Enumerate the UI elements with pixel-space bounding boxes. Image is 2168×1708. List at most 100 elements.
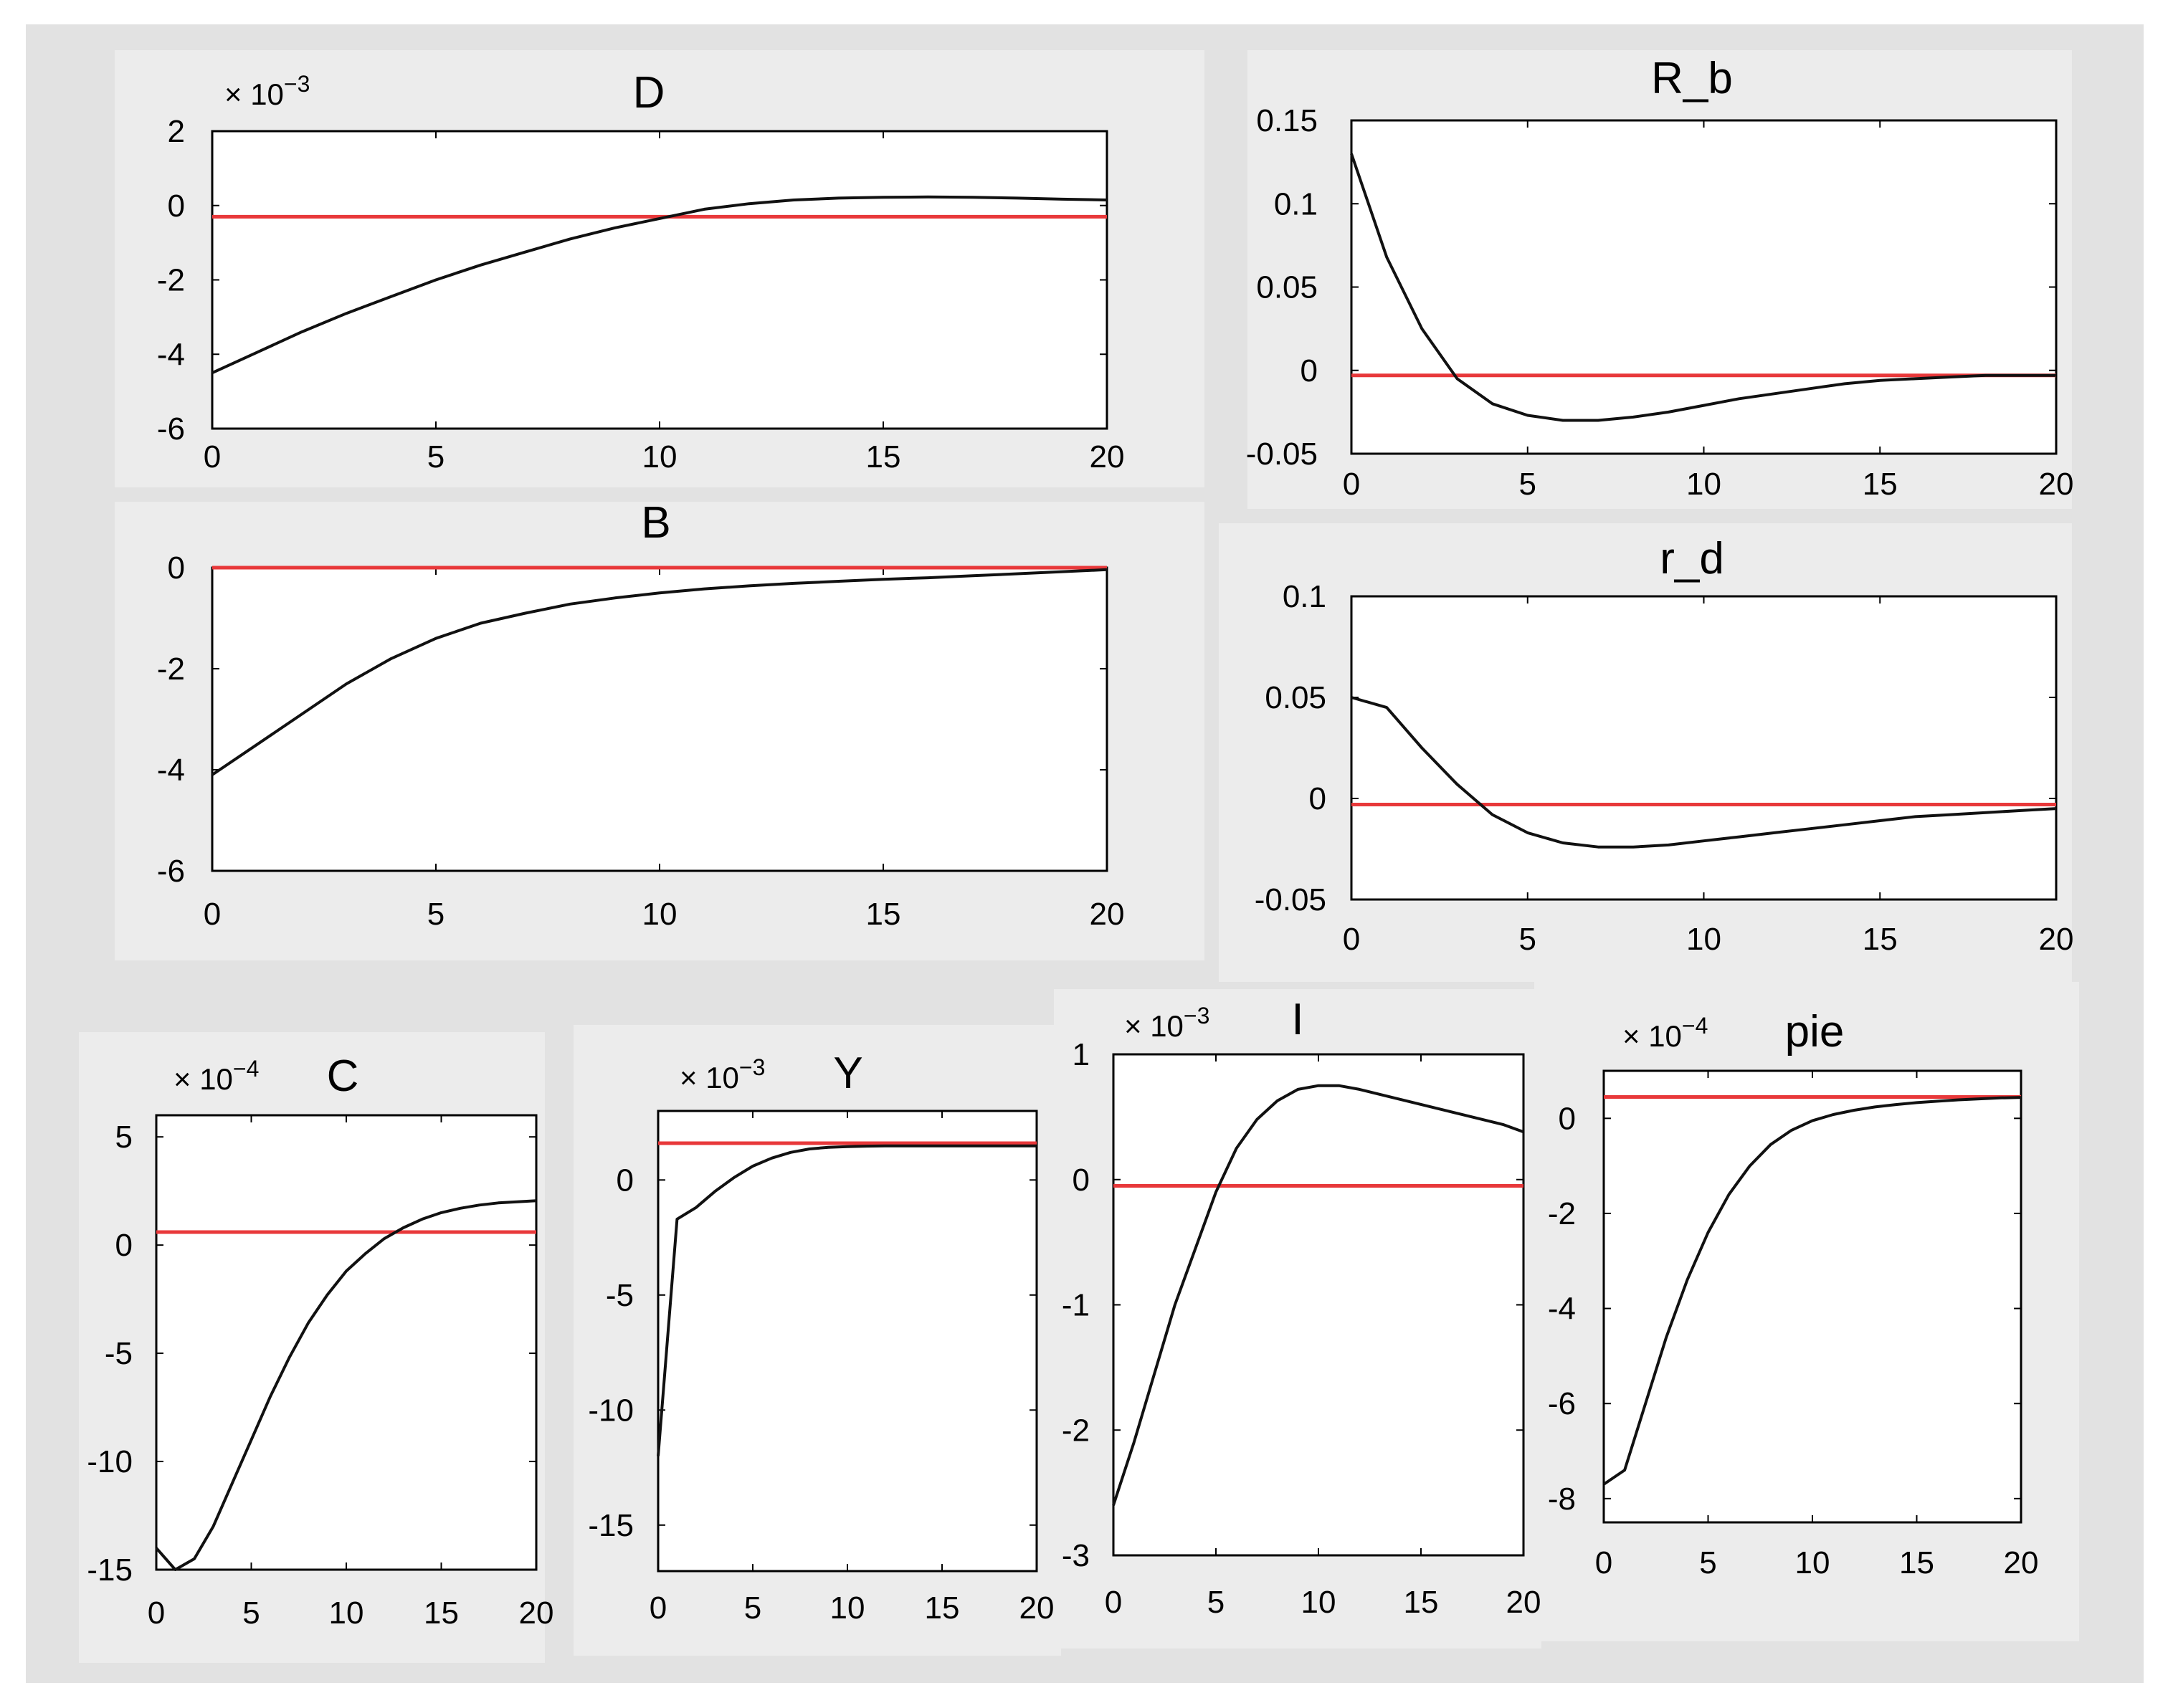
x-tick-label: 20 — [519, 1595, 554, 1631]
y-tick-label: -10 — [87, 1444, 133, 1479]
y-tick-label: 1 — [1073, 1037, 1090, 1072]
y-tick-label: -10 — [588, 1393, 634, 1428]
response-line-D — [211, 195, 1108, 375]
y-tick-label: -1 — [1062, 1288, 1090, 1323]
response-line-r_d — [1351, 696, 2057, 849]
x-tick-label: 15 — [1404, 1585, 1439, 1620]
plot-area-Y — [657, 1110, 1038, 1573]
x-tick-label: 5 — [1519, 922, 1536, 957]
response-line-R_b — [1350, 153, 2056, 422]
axis-multiplier: × 10−4 — [1622, 1013, 1708, 1053]
x-tick-label: 0 — [1105, 1585, 1122, 1620]
x-tick-label: 10 — [642, 897, 678, 932]
panel-title: I — [1291, 995, 1303, 1044]
y-tick-label: 0.1 — [1283, 579, 1326, 614]
x-tick-label: 20 — [1506, 1585, 1541, 1620]
panel-title: Y — [833, 1049, 862, 1098]
y-tick-label: -8 — [1548, 1482, 1576, 1517]
x-tick-label: 20 — [1090, 439, 1125, 474]
x-tick-label: 0 — [204, 897, 221, 932]
y-tick-label: -6 — [157, 411, 185, 447]
x-tick-label: 10 — [1795, 1545, 1830, 1580]
axis-multiplier: × 10−3 — [1124, 1003, 1209, 1043]
x-tick-label: 10 — [329, 1595, 364, 1631]
y-tick-label: -6 — [1548, 1386, 1576, 1421]
panel-title: pie — [1785, 1007, 1845, 1056]
y-tick-label: 0 — [1301, 353, 1318, 388]
plot-area-B — [211, 566, 1108, 872]
y-tick-label: 0 — [1309, 781, 1326, 816]
plot-area-r_d — [1350, 595, 2058, 901]
axis-multiplier: × 10−3 — [224, 71, 310, 111]
x-tick-label: 20 — [2039, 922, 2074, 957]
y-tick-label: -5 — [606, 1278, 634, 1313]
x-tick-label: 20 — [2004, 1545, 2039, 1580]
y-tick-label: 0 — [1559, 1101, 1576, 1136]
x-tick-label: 15 — [925, 1590, 960, 1626]
y-tick-label: 0 — [168, 189, 185, 224]
x-tick-label: 0 — [148, 1595, 165, 1631]
response-line-Y — [657, 1144, 1037, 1456]
y-tick-label: -4 — [157, 337, 185, 372]
response-line-B — [211, 568, 1108, 776]
y-tick-label: -0.05 — [1255, 882, 1326, 917]
response-line-I — [1112, 1084, 1524, 1506]
y-tick-label: -2 — [1062, 1413, 1090, 1448]
y-tick-label: 0 — [168, 550, 185, 586]
x-tick-label: 15 — [1863, 467, 1898, 502]
y-tick-label: 0.05 — [1265, 680, 1326, 715]
x-tick-label: 5 — [1699, 1545, 1716, 1580]
y-tick-label: 0 — [115, 1228, 133, 1263]
panel-title: R_b — [1651, 54, 1733, 103]
y-tick-label: -15 — [588, 1508, 634, 1543]
x-tick-label: 15 — [424, 1595, 459, 1631]
x-tick-label: 20 — [1019, 1590, 1055, 1626]
x-tick-label: 0 — [650, 1590, 667, 1626]
x-tick-label: 5 — [1207, 1585, 1225, 1620]
x-tick-label: 0 — [1595, 1545, 1612, 1580]
response-line-C — [155, 1199, 537, 1571]
x-tick-label: 20 — [1090, 897, 1125, 932]
y-tick-label: -2 — [157, 263, 185, 298]
y-tick-label: 0 — [1073, 1163, 1090, 1198]
y-tick-label: -2 — [157, 652, 185, 687]
y-tick-label: -2 — [1548, 1196, 1576, 1231]
y-tick-label: 2 — [168, 114, 185, 149]
axis-multiplier: × 10−3 — [680, 1054, 765, 1094]
y-tick-label: 0.15 — [1256, 103, 1318, 138]
x-tick-label: 10 — [1301, 1585, 1336, 1620]
y-tick-label: -4 — [1548, 1292, 1576, 1327]
y-tick-label: 0 — [617, 1163, 634, 1198]
x-tick-label: 15 — [866, 897, 901, 932]
x-tick-label: 10 — [830, 1590, 865, 1626]
y-tick-label: -3 — [1062, 1538, 1090, 1573]
x-tick-label: 5 — [242, 1595, 260, 1631]
x-tick-label: 15 — [1863, 922, 1898, 957]
y-tick-label: -4 — [157, 753, 185, 788]
response-line-pie — [1602, 1096, 2022, 1486]
x-tick-label: 5 — [427, 439, 444, 474]
y-tick-label: 5 — [115, 1120, 133, 1155]
x-tick-label: 20 — [2039, 467, 2074, 502]
plot-area-R_b — [1350, 119, 2058, 455]
x-tick-label: 0 — [204, 439, 221, 474]
y-tick-label: -0.05 — [1246, 436, 1318, 472]
axis-multiplier: × 10−4 — [173, 1056, 259, 1096]
x-tick-label: 5 — [744, 1590, 761, 1626]
x-tick-label: 10 — [1686, 467, 1721, 502]
panel-title: D — [633, 68, 665, 118]
x-tick-label: 15 — [1899, 1545, 1934, 1580]
y-tick-label: -15 — [87, 1552, 133, 1588]
x-tick-label: 0 — [1343, 922, 1360, 957]
panel-title: r_d — [1660, 534, 1724, 583]
plot-area-D — [211, 130, 1108, 430]
plot-area-pie — [1602, 1069, 2022, 1524]
x-tick-label: 10 — [642, 439, 678, 474]
x-tick-label: 0 — [1343, 467, 1360, 502]
x-tick-label: 15 — [866, 439, 901, 474]
x-tick-label: 5 — [427, 897, 444, 932]
x-tick-label: 10 — [1686, 922, 1721, 957]
y-tick-label: 0.1 — [1274, 186, 1318, 221]
y-tick-label: -6 — [157, 854, 185, 889]
